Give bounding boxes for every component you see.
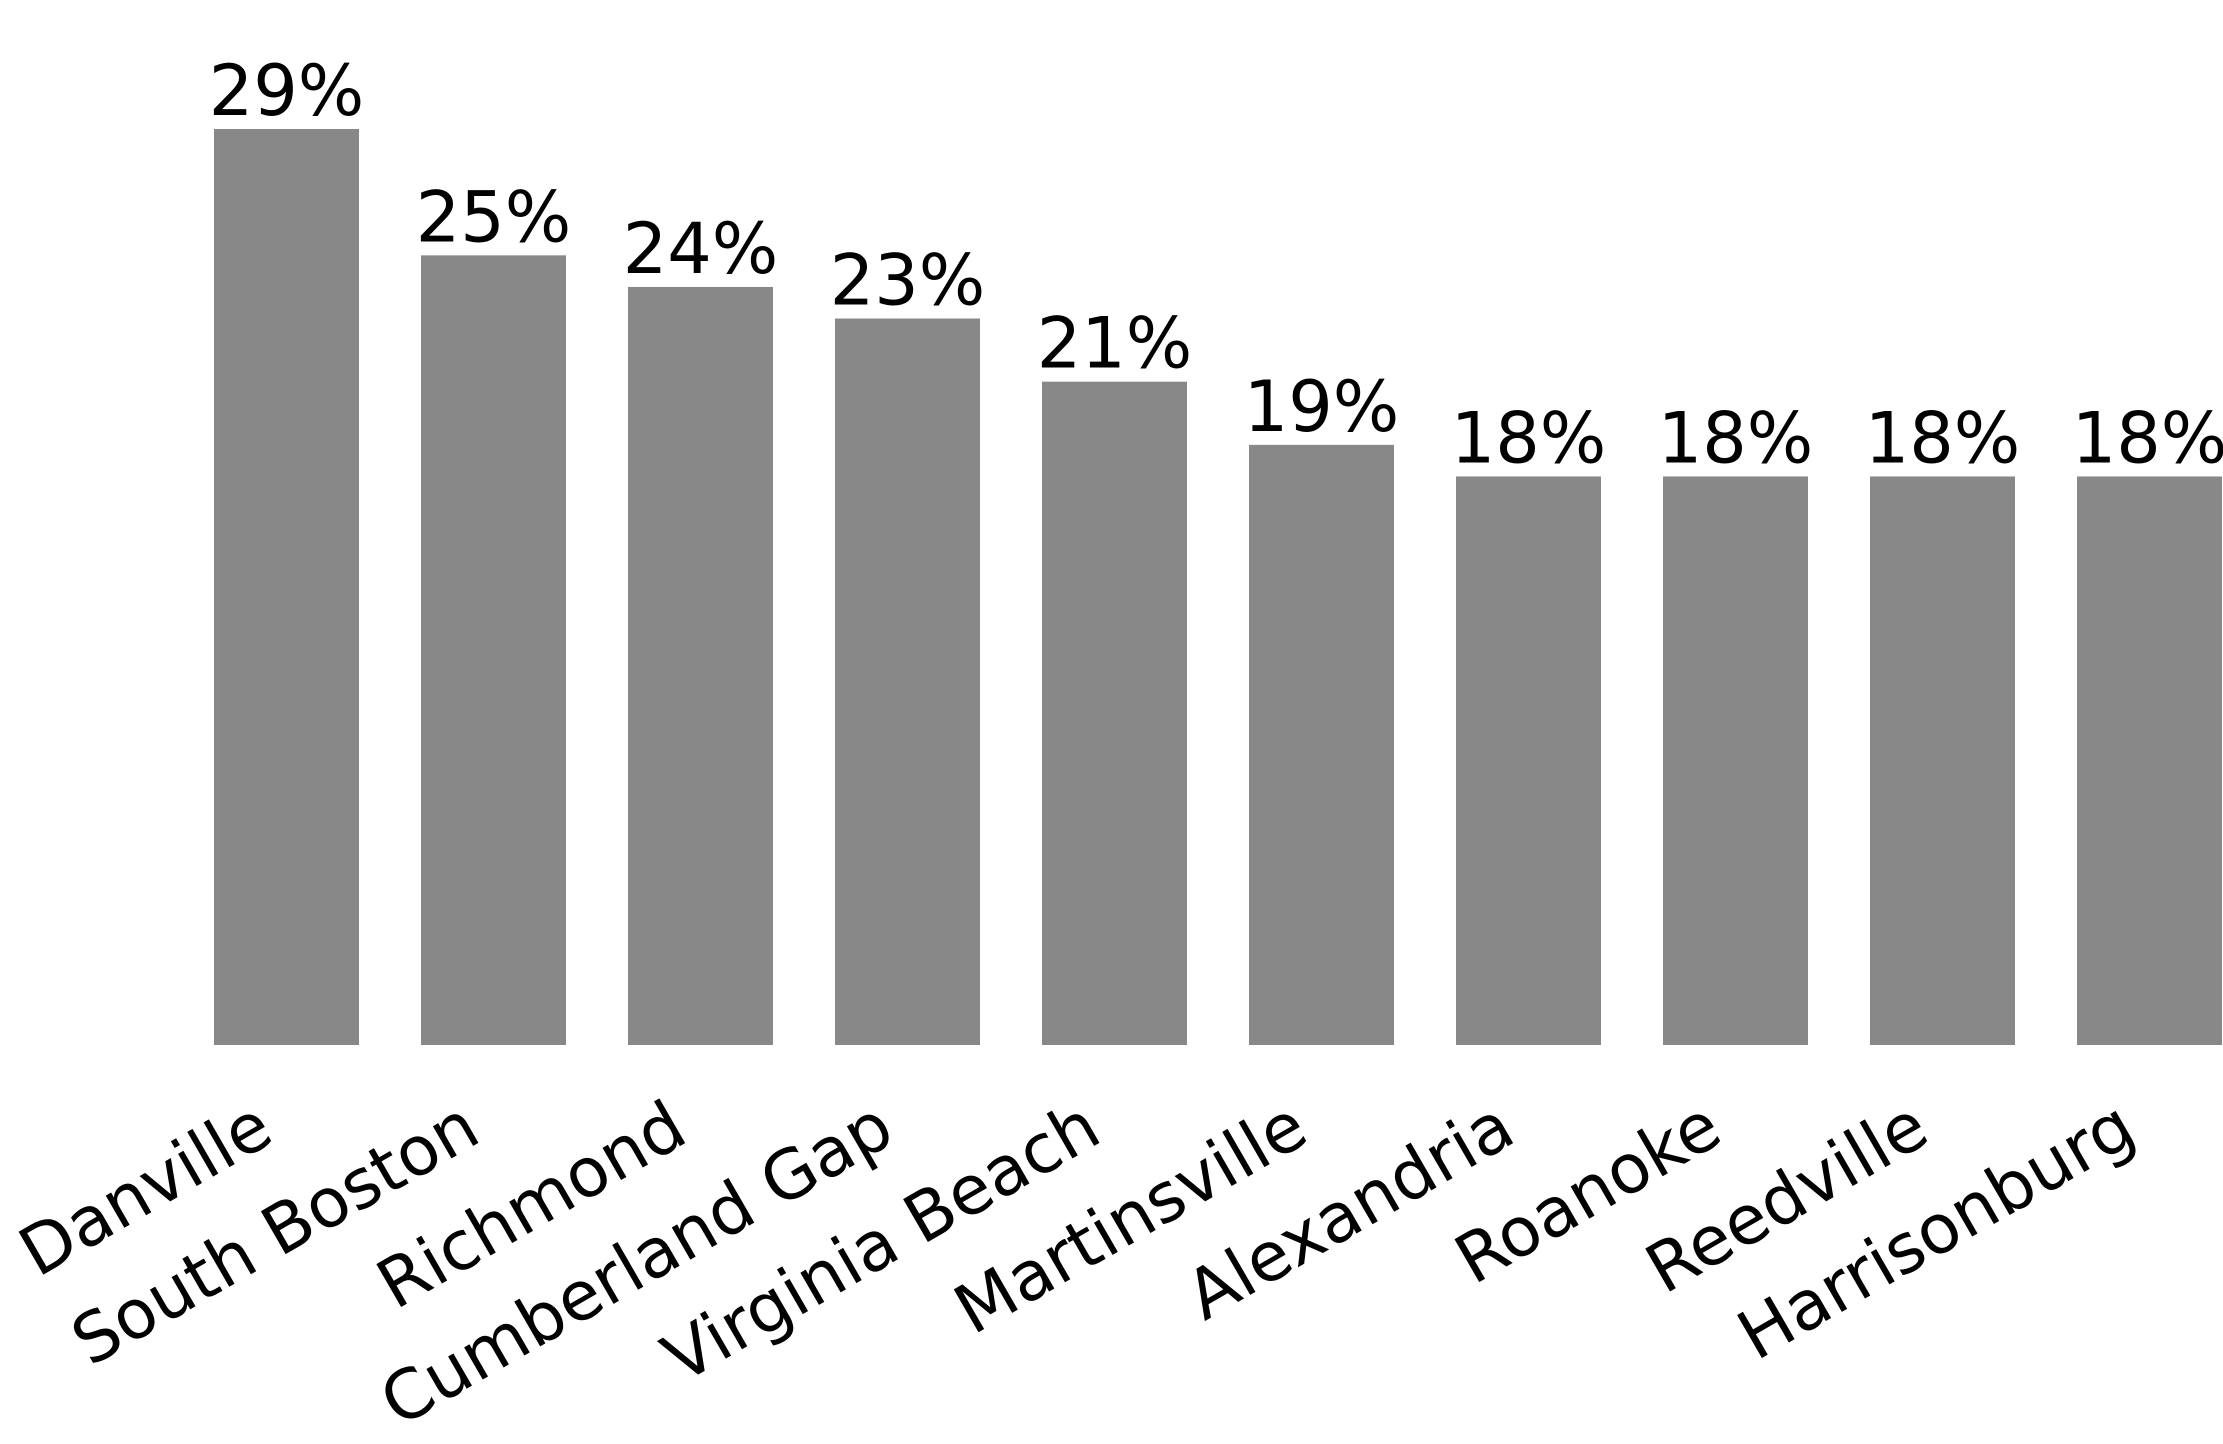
value-label: 18% bbox=[1865, 397, 2021, 479]
bar-reedville bbox=[1870, 476, 2015, 1046]
value-label: 29% bbox=[209, 50, 365, 132]
value-label: 18% bbox=[1451, 397, 1607, 479]
bar-richmond bbox=[628, 286, 773, 1045]
value-label: 24% bbox=[623, 208, 779, 290]
bar-roanoke bbox=[1663, 476, 1808, 1046]
bar-danville bbox=[214, 129, 359, 1045]
bars-group bbox=[214, 129, 2222, 1046]
bar-south-boston bbox=[421, 255, 566, 1045]
bar-cumberland-gap bbox=[835, 318, 980, 1046]
value-label: 19% bbox=[1244, 366, 1400, 448]
value-labels-group: 29% 25% 24% 23% 21% 19% 18% 18% 18% 18% bbox=[209, 50, 2223, 479]
bar-alexandria bbox=[1456, 476, 1601, 1046]
value-label: 18% bbox=[1658, 397, 1814, 479]
value-label: 21% bbox=[1037, 303, 1193, 385]
value-label: 25% bbox=[416, 176, 572, 258]
value-label: 18% bbox=[2072, 397, 2223, 479]
bar-harrisonburg bbox=[2077, 476, 2222, 1046]
bar-virginia-beach bbox=[1042, 381, 1187, 1045]
value-label: 23% bbox=[830, 240, 986, 322]
bar-martinsville bbox=[1249, 444, 1394, 1045]
